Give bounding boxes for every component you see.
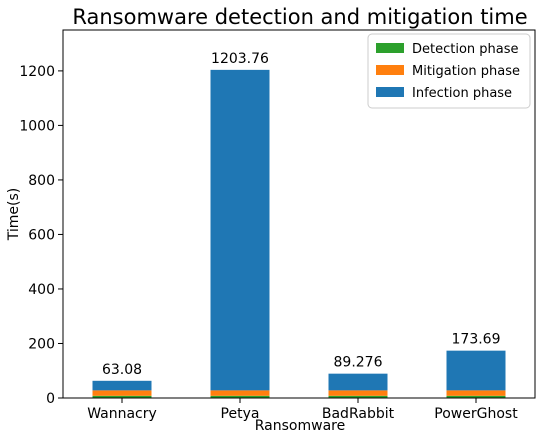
y-tick-label: 200 xyxy=(28,336,55,352)
y-axis: 0 200 400 600 800 1000 1200 xyxy=(19,64,63,407)
legend-box xyxy=(367,33,531,109)
x-axis-title: Ransomware xyxy=(255,418,345,434)
bar-segment-3-2 xyxy=(210,69,270,391)
y-tick-label: 400 xyxy=(28,282,55,298)
plot-frame xyxy=(62,29,536,399)
x-axis: Wannacry Petya BadRabbit PowerGhost xyxy=(87,398,518,422)
bar-segment-2-1 xyxy=(92,390,152,396)
bar-segment-1-2 xyxy=(210,395,270,398)
y-tick-label: 1200 xyxy=(19,64,55,80)
x-tick-label: Wannacry xyxy=(87,406,157,422)
bar-segment-2-2 xyxy=(210,390,270,396)
bar-segment-1-3 xyxy=(328,395,388,398)
y-tick-label: 800 xyxy=(28,173,55,189)
legend-swatch xyxy=(376,43,404,53)
bars-layer xyxy=(92,69,506,398)
x-tick-label: BadRabbit xyxy=(322,406,395,422)
bar-segment-2-3 xyxy=(328,390,388,396)
legend-label: Infection phase xyxy=(412,86,512,101)
data-label-4: 173.69 xyxy=(452,332,501,348)
bar-segment-3-3 xyxy=(328,373,388,391)
legend-swatch xyxy=(376,65,404,75)
data-label-2: 1203.76 xyxy=(211,51,269,67)
y-axis-title: Time(s) xyxy=(6,188,22,241)
legend-label: Detection phase xyxy=(412,42,519,57)
bar-segment-3-1 xyxy=(92,380,152,391)
legend: Detection phase Mitigation phase Infection… xyxy=(367,33,531,109)
x-tick-label: PowerGhost xyxy=(434,406,518,422)
legend-label: Mitigation phase xyxy=(412,64,520,79)
data-labels-layer: 63.08 1203.76 89.276 173.69 xyxy=(102,51,501,378)
y-tick-label: 0 xyxy=(46,391,55,407)
x-tick-label: Petya xyxy=(221,406,260,422)
chart-title: Ransomware detection and mitigation time xyxy=(72,5,527,29)
bar-segment-2-4 xyxy=(446,390,506,396)
legend-swatch xyxy=(376,87,404,97)
bar-segment-1-4 xyxy=(446,395,506,398)
y-tick-label: 1000 xyxy=(19,118,55,134)
data-label-1: 63.08 xyxy=(102,362,142,378)
y-tick-label: 600 xyxy=(28,227,55,243)
bar-segment-1-1 xyxy=(92,395,152,398)
data-label-3: 89.276 xyxy=(334,355,383,371)
bar-segment-3-4 xyxy=(446,350,506,391)
